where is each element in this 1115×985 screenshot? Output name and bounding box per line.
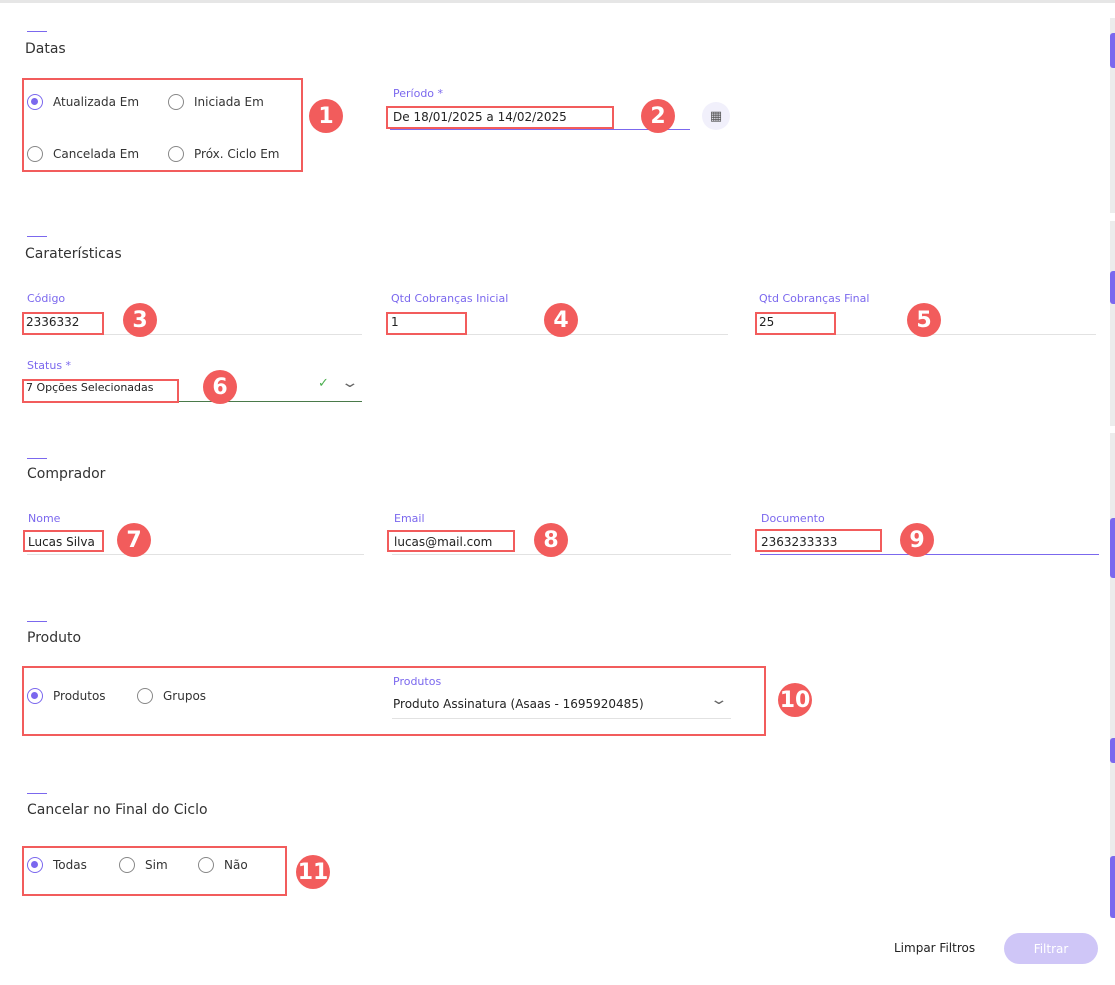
filter-button[interactable]: Filtrar [1004, 933, 1098, 964]
radio-icon [27, 94, 43, 110]
annotation-box [22, 666, 766, 736]
produtos-label: Produtos [393, 675, 442, 688]
documento-input[interactable]: 2363233333 [761, 535, 838, 549]
section-accent [27, 31, 47, 32]
underline [392, 554, 731, 555]
annotation-badge: 8 [534, 523, 568, 557]
annotation-box [23, 530, 104, 552]
annotation-badge: 10 [778, 683, 812, 717]
codigo-input[interactable]: 2336332 [26, 315, 80, 329]
chevron-down-icon[interactable]: ⌄ [340, 375, 360, 391]
annotation-box [22, 846, 287, 896]
qtd-inicial-label: Qtd Cobranças Inicial [391, 292, 509, 305]
scrollbar[interactable] [1110, 18, 1115, 213]
underline [25, 334, 362, 335]
annotation-badge: 9 [900, 523, 934, 557]
periodo-input[interactable]: De 18/01/2025 a 14/02/2025 [393, 110, 567, 124]
qtd-final-label: Qtd Cobranças Final [759, 292, 870, 305]
qtd-final-input[interactable]: 25 [759, 315, 775, 329]
annotation-box [386, 312, 467, 335]
radio-icon [27, 146, 43, 162]
radio-icon [168, 146, 184, 162]
annotation-badge: 6 [203, 370, 237, 404]
email-input[interactable]: lucas@mail.com [394, 535, 493, 549]
annotation-badge: 3 [123, 303, 157, 337]
section-accent [27, 793, 47, 794]
radio-label: Todas [53, 858, 87, 872]
periodo-label: Período * [393, 87, 444, 100]
radio-label: Cancelada Em [53, 147, 140, 161]
radio-label: Não [224, 858, 248, 872]
underline [27, 554, 364, 555]
radio-iniciada[interactable]: Iniciada Em [168, 94, 264, 110]
radio-icon [119, 857, 135, 873]
radio-label: Atualizada Em [53, 95, 140, 109]
annotation-badge: 11 [296, 855, 330, 889]
chevron-down-icon[interactable]: ⌄ [709, 692, 729, 708]
nome-label: Nome [28, 512, 61, 525]
radio-label: Sim [145, 858, 168, 872]
section-title-datas: Datas [25, 41, 66, 57]
clear-filters-button[interactable]: Limpar Filtros [894, 941, 976, 955]
calendar-icon[interactable]: ▦ [702, 102, 730, 130]
status-label: Status * [27, 359, 72, 372]
section-accent [27, 621, 47, 622]
qtd-inicial-input[interactable]: 1 [391, 315, 399, 329]
radio-todas[interactable]: Todas [27, 857, 87, 873]
periodo-underline [390, 129, 690, 130]
check-icon: ✓ [318, 376, 329, 391]
radio-atualizada[interactable]: Atualizada Em [27, 94, 139, 110]
section-title-caracteristicas: Caraterísticas [25, 246, 122, 262]
radio-prox-ciclo[interactable]: Próx. Ciclo Em [168, 146, 279, 162]
annotation-box [755, 529, 882, 552]
annotation-box [386, 106, 614, 129]
annotation-box [387, 530, 515, 552]
radio-produtos[interactable]: Produtos [27, 688, 106, 704]
scrollbar[interactable] [1110, 433, 1115, 918]
nome-input[interactable]: Lucas Silva [28, 535, 95, 549]
radio-icon [168, 94, 184, 110]
annotation-badge: 1 [309, 99, 343, 133]
documento-label: Documento [761, 512, 825, 525]
underline [760, 554, 1099, 555]
radio-icon [27, 688, 43, 704]
radio-sim[interactable]: Sim [119, 857, 168, 873]
radio-cancelada[interactable]: Cancelada Em [27, 146, 139, 162]
radio-icon [198, 857, 214, 873]
radio-label: Iniciada Em [194, 95, 264, 109]
annotation-badge: 7 [117, 523, 151, 557]
status-select[interactable]: 7 Opções Selecionadas [26, 381, 154, 394]
radio-label: Grupos [163, 689, 207, 703]
radio-icon [137, 688, 153, 704]
codigo-label: Código [27, 292, 66, 305]
section-title-comprador: Comprador [27, 466, 106, 482]
underline [392, 718, 731, 719]
scrollbar[interactable] [1110, 221, 1115, 426]
annotation-badge: 4 [544, 303, 578, 337]
radio-grupos[interactable]: Grupos [137, 688, 206, 704]
radio-label: Produtos [53, 689, 106, 703]
annotation-badge: 2 [641, 99, 675, 133]
underline [25, 401, 362, 402]
radio-icon [27, 857, 43, 873]
radio-label: Próx. Ciclo Em [194, 147, 280, 161]
annotation-box [755, 312, 836, 335]
section-title-produto: Produto [27, 630, 82, 646]
produtos-select[interactable]: Produto Assinatura (Asaas - 1695920485) [393, 697, 644, 711]
annotation-box [22, 78, 303, 172]
section-accent [27, 236, 47, 237]
radio-nao[interactable]: Não [198, 857, 248, 873]
section-accent [27, 458, 47, 459]
annotation-box [22, 312, 104, 335]
annotation-badge: 5 [907, 303, 941, 337]
annotation-box [22, 379, 179, 403]
section-title-cancelar: Cancelar no Final do Ciclo [27, 802, 208, 818]
email-label: Email [394, 512, 425, 525]
